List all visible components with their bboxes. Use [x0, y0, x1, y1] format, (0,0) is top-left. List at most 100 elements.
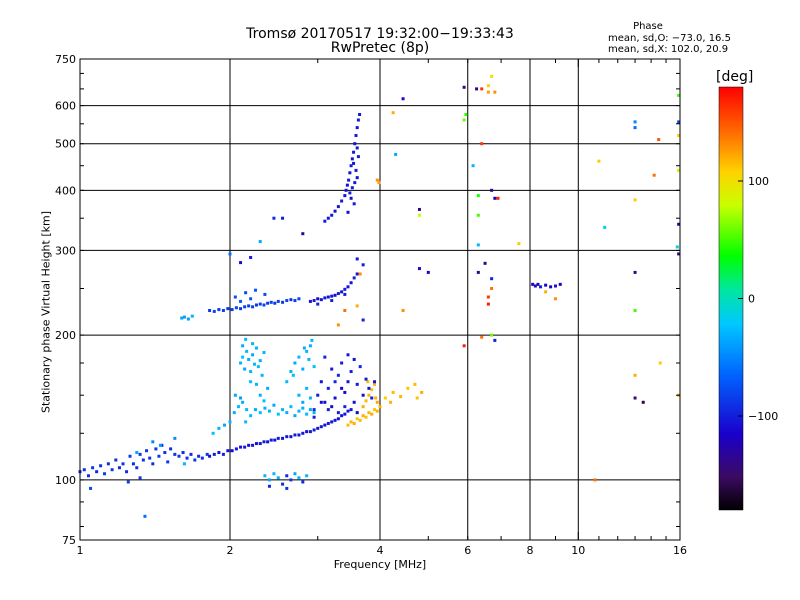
data-point [89, 486, 93, 490]
data-point [223, 423, 227, 427]
data-point [375, 400, 379, 404]
data-point [533, 284, 537, 288]
data-point [243, 367, 247, 371]
data-point [281, 300, 285, 304]
data-point [355, 417, 359, 421]
data-point [330, 420, 334, 424]
data-point [151, 462, 155, 466]
data-point [281, 436, 285, 440]
data-point [340, 199, 344, 203]
data-point [297, 355, 301, 359]
data-point [361, 318, 365, 322]
data-point [269, 300, 273, 304]
data-point [352, 161, 356, 165]
data-point [312, 299, 316, 303]
data-point [281, 408, 285, 412]
data-point [197, 454, 201, 458]
data-point [301, 480, 305, 484]
data-point [323, 423, 327, 427]
data-point [364, 415, 368, 419]
data-point [417, 267, 421, 271]
data-point [157, 454, 161, 458]
data-point [141, 458, 145, 462]
phase-header: Phase [633, 21, 663, 32]
y-tick-label: 100 [55, 474, 76, 487]
data-point [354, 168, 358, 172]
data-point [350, 157, 354, 161]
data-point [217, 426, 221, 430]
data-point [244, 420, 248, 424]
data-point [677, 134, 681, 138]
data-point [245, 408, 249, 412]
data-point [95, 470, 99, 474]
data-point [297, 393, 301, 397]
data-point [352, 357, 356, 361]
data-point [355, 272, 359, 276]
data-point [490, 286, 494, 290]
data-point [182, 462, 186, 466]
data-point [258, 359, 262, 363]
data-point [307, 357, 311, 361]
data-point [349, 408, 353, 412]
data-point [375, 178, 379, 182]
data-point [350, 186, 354, 190]
data-point [241, 400, 245, 404]
data-point [356, 155, 360, 159]
data-point [330, 367, 334, 371]
data-point [193, 458, 197, 462]
data-point [354, 134, 358, 138]
data-point [343, 412, 347, 416]
data-point [267, 484, 271, 488]
data-point [389, 400, 393, 404]
data-point [276, 436, 280, 440]
y-tick-label: 75 [62, 534, 76, 547]
data-point [249, 297, 253, 301]
data-point [221, 309, 225, 313]
data-point [361, 393, 365, 397]
data-point [245, 349, 249, 353]
data-point [258, 442, 262, 446]
data-point [486, 295, 490, 299]
data-point [336, 205, 340, 209]
data-point [349, 370, 353, 374]
data-point [180, 316, 184, 320]
data-point [373, 382, 377, 386]
data-point [110, 468, 114, 472]
data-point [154, 447, 158, 451]
data-point [544, 283, 548, 287]
data-point [239, 396, 243, 400]
data-point [138, 476, 142, 480]
data-point [163, 451, 167, 455]
data-point [346, 423, 350, 427]
data-point [241, 344, 245, 348]
y-tick-label: 200 [55, 329, 76, 342]
data-point [394, 152, 398, 156]
data-point [273, 301, 277, 305]
data-point [364, 399, 368, 403]
data-point [475, 87, 479, 91]
data-point [367, 411, 371, 415]
data-point [348, 191, 352, 195]
data-point [135, 451, 139, 455]
data-point [316, 393, 320, 397]
data-point [603, 225, 607, 229]
data-point [326, 421, 330, 425]
data-point [333, 396, 337, 400]
data-point [349, 164, 353, 168]
data-point [413, 382, 417, 386]
data-point [239, 307, 243, 311]
phase-o-stats: mean, sd,O: −73.0, 16.5 [608, 33, 731, 44]
data-point [358, 418, 362, 422]
data-point [135, 466, 139, 470]
data-point [462, 85, 466, 89]
data-point [312, 411, 316, 415]
data-point [91, 466, 95, 470]
data-point [355, 146, 359, 150]
data-point [312, 428, 316, 432]
data-point [305, 386, 309, 390]
data-point [336, 323, 340, 327]
data-point [420, 390, 424, 394]
data-point [323, 219, 327, 223]
data-point [355, 126, 359, 130]
axis-ticks [79, 59, 681, 540]
